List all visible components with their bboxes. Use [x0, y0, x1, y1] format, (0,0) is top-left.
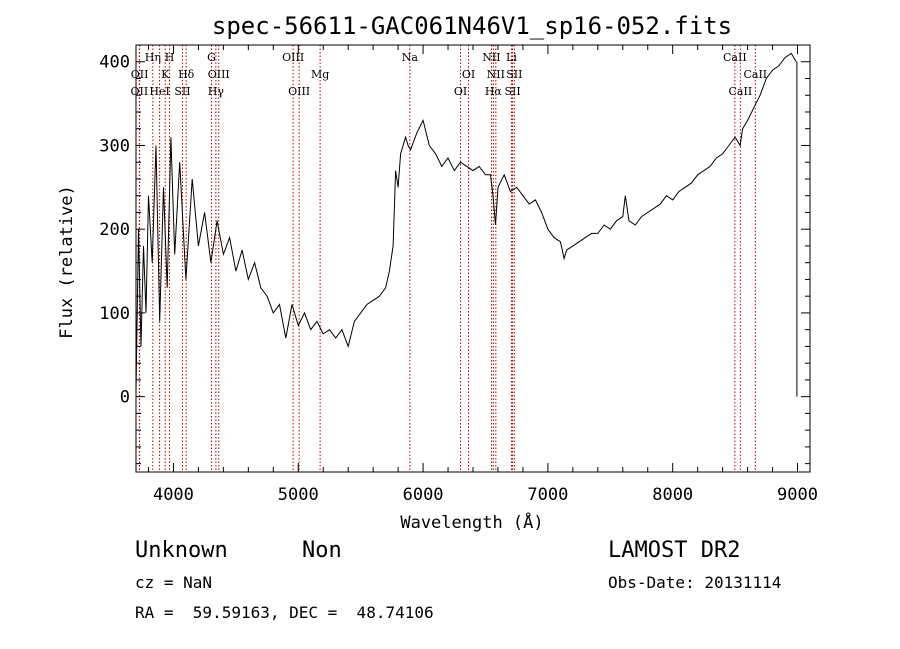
class-label: Unknown: [135, 538, 228, 563]
survey-label: LAMOST DR2: [608, 538, 741, 563]
line-id-label: Na: [402, 51, 419, 64]
line-id-label: SII: [504, 85, 520, 98]
line-labels: OIIOIIHηHeIKHSIIHδGHγOIIIOIIIOIIIMgNaOIO…: [131, 51, 768, 98]
obs-date-label: Obs-Date: 20131114: [608, 573, 782, 592]
y-tick-label: 400: [99, 53, 130, 73]
line-id-label: OII: [131, 85, 149, 98]
line-id-label: Mg: [311, 68, 329, 81]
line-id-label: SII: [174, 85, 190, 98]
line-id-label: K: [161, 68, 170, 81]
y-tick-label: 200: [99, 220, 130, 240]
x-tick-label: 7000: [527, 485, 568, 505]
series-layer: [135, 52, 798, 397]
plot-frame: [135, 44, 811, 473]
line-id-label: NII: [487, 68, 505, 81]
line-id-label: OIII: [288, 85, 310, 98]
line-id-label: CaII: [743, 68, 767, 81]
spectrum-series: [135, 52, 797, 393]
line-id-label: Hδ: [178, 68, 195, 81]
line-id-label: OIII: [208, 68, 230, 81]
line-id-label: Hγ: [208, 85, 225, 98]
x-tick-label: 6000: [403, 485, 444, 505]
redshift-label: cz = NaN: [135, 573, 213, 592]
line-id-label: SII: [506, 68, 522, 81]
line-id-label: OIII: [282, 51, 304, 64]
line-id-label: CaII: [729, 85, 753, 98]
line-id-label: G: [207, 51, 216, 64]
line-id-label: Hη: [145, 51, 161, 64]
x-tick-label: 8000: [652, 485, 693, 505]
line-id-label: Li: [506, 51, 517, 64]
y-tick-label: 300: [99, 136, 130, 156]
x-tick-label: 5000: [278, 485, 319, 505]
x-tick-label: 4000: [153, 485, 194, 505]
line-markers: [138, 45, 756, 472]
axis-ticks: 4000 5000 6000 7000 8000 9000 0 100 200 300 400: [99, 44, 818, 505]
subclass-label: Non: [302, 538, 342, 563]
line-id-label: NII: [482, 51, 500, 64]
line-id-label: H: [165, 51, 175, 64]
y-tick-label: 100: [99, 304, 130, 324]
line-id-label: OI: [462, 68, 475, 81]
line-id-label: HeI: [149, 85, 169, 98]
line-id-label: Hα: [485, 85, 503, 98]
y-axis-label: Flux (relative): [57, 185, 77, 339]
line-id-label: CaII: [723, 51, 747, 64]
line-id-label: OI: [454, 85, 467, 98]
coordinates-label: RA = 59.59163, DEC = 48.74106: [135, 603, 434, 622]
y-tick-label: 0: [120, 388, 130, 408]
chart-title: spec-56611-GAC061N46V1_sp16-052.fits: [212, 12, 732, 40]
x-tick-label: 9000: [777, 485, 818, 505]
line-id-label: OII: [131, 68, 149, 81]
x-axis-label: Wavelength (Å): [400, 511, 543, 533]
